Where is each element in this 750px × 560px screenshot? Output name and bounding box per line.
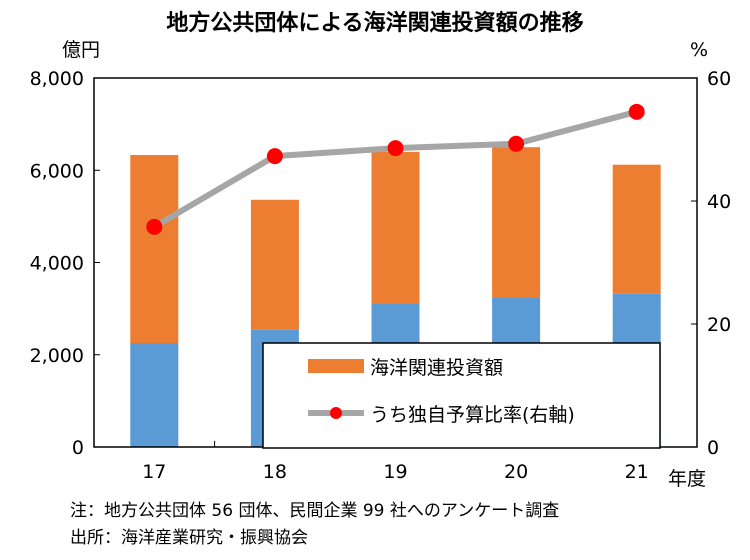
ratio-point-19: [387, 140, 404, 157]
y2-tick-label: 20: [707, 314, 731, 336]
bar-total-18: [250, 199, 299, 330]
y-tick-label: 4,000: [30, 253, 84, 275]
bar-own-budget-17: [130, 342, 179, 447]
x-tick-label: 17: [142, 461, 166, 483]
ratio-point-17: [146, 218, 163, 235]
x-tick-label: 21: [625, 461, 649, 483]
y2-tick-label: 40: [707, 191, 731, 213]
legend-label-bar: 海洋関連投資額: [370, 357, 503, 379]
chart-title: 地方公共団体による海洋関連投資額の推移: [166, 10, 583, 36]
ratio-point-20: [508, 135, 525, 152]
bar-total-19: [371, 151, 420, 304]
y-tick-label: 0: [72, 437, 84, 459]
y-tick-label: 6,000: [30, 160, 84, 182]
y2-tick-label: 60: [707, 68, 731, 90]
bar-total-20: [492, 147, 541, 299]
y2-tick-label: 0: [707, 437, 719, 459]
y-tick-label: 8,000: [30, 68, 84, 90]
legend-swatch-bar: [308, 359, 364, 373]
y-axis-label: 億円: [62, 39, 100, 61]
legend-label-line: うち独自予算比率(右軸): [370, 404, 575, 426]
bar-total-21: [612, 164, 661, 294]
footnote: 注：地方公共団体 56 団体、民間企業 99 社へのアンケート調査: [70, 501, 559, 521]
y2-axis-label: %: [690, 39, 708, 61]
x-tick-label: 18: [263, 461, 287, 483]
footnote: 出所：海洋産業研究・振興協会: [70, 528, 308, 548]
x-tick-label: 20: [504, 461, 528, 483]
ratio-point-18: [266, 148, 283, 165]
bar-total-17: [130, 155, 179, 343]
x-tick-label: 19: [383, 461, 407, 483]
ratio-point-21: [628, 103, 645, 120]
y-tick-label: 2,000: [30, 345, 84, 367]
legend-marker: [330, 407, 342, 419]
x-axis-label: 年度: [668, 468, 706, 490]
